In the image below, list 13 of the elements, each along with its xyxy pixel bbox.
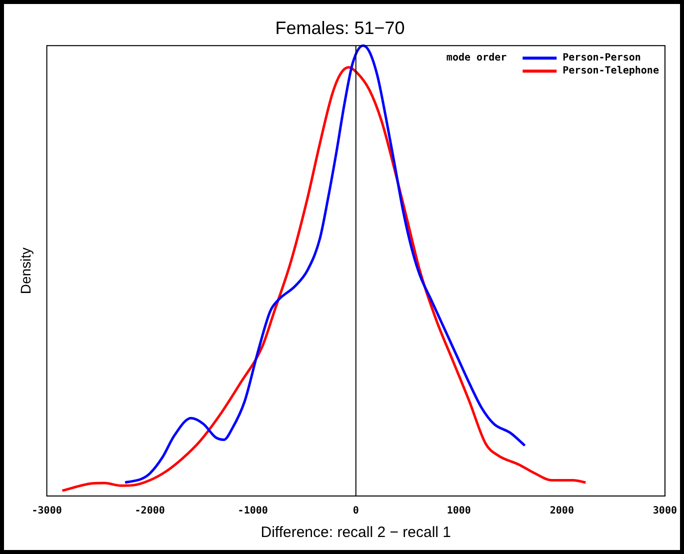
legend-title: mode order <box>446 52 507 64</box>
x-tick-label: -1000 <box>238 506 268 517</box>
x-tick-label: -3000 <box>32 506 62 517</box>
legend-label: Person-Telephone <box>562 66 659 77</box>
legend-label: Person-Person <box>562 52 641 64</box>
x-tick-label: 3000 <box>652 506 678 517</box>
x-tick-label: -2000 <box>134 506 165 517</box>
y-axis-title: Density <box>17 247 34 294</box>
x-axis-title: Difference: recall 2 − recall 1 <box>260 524 451 542</box>
chart-title: Females: 51−70 <box>275 18 405 38</box>
x-tick-label: 0 <box>352 506 359 517</box>
x-tick-label: 2000 <box>550 506 574 517</box>
x-tick-label: 1000 <box>446 506 471 517</box>
